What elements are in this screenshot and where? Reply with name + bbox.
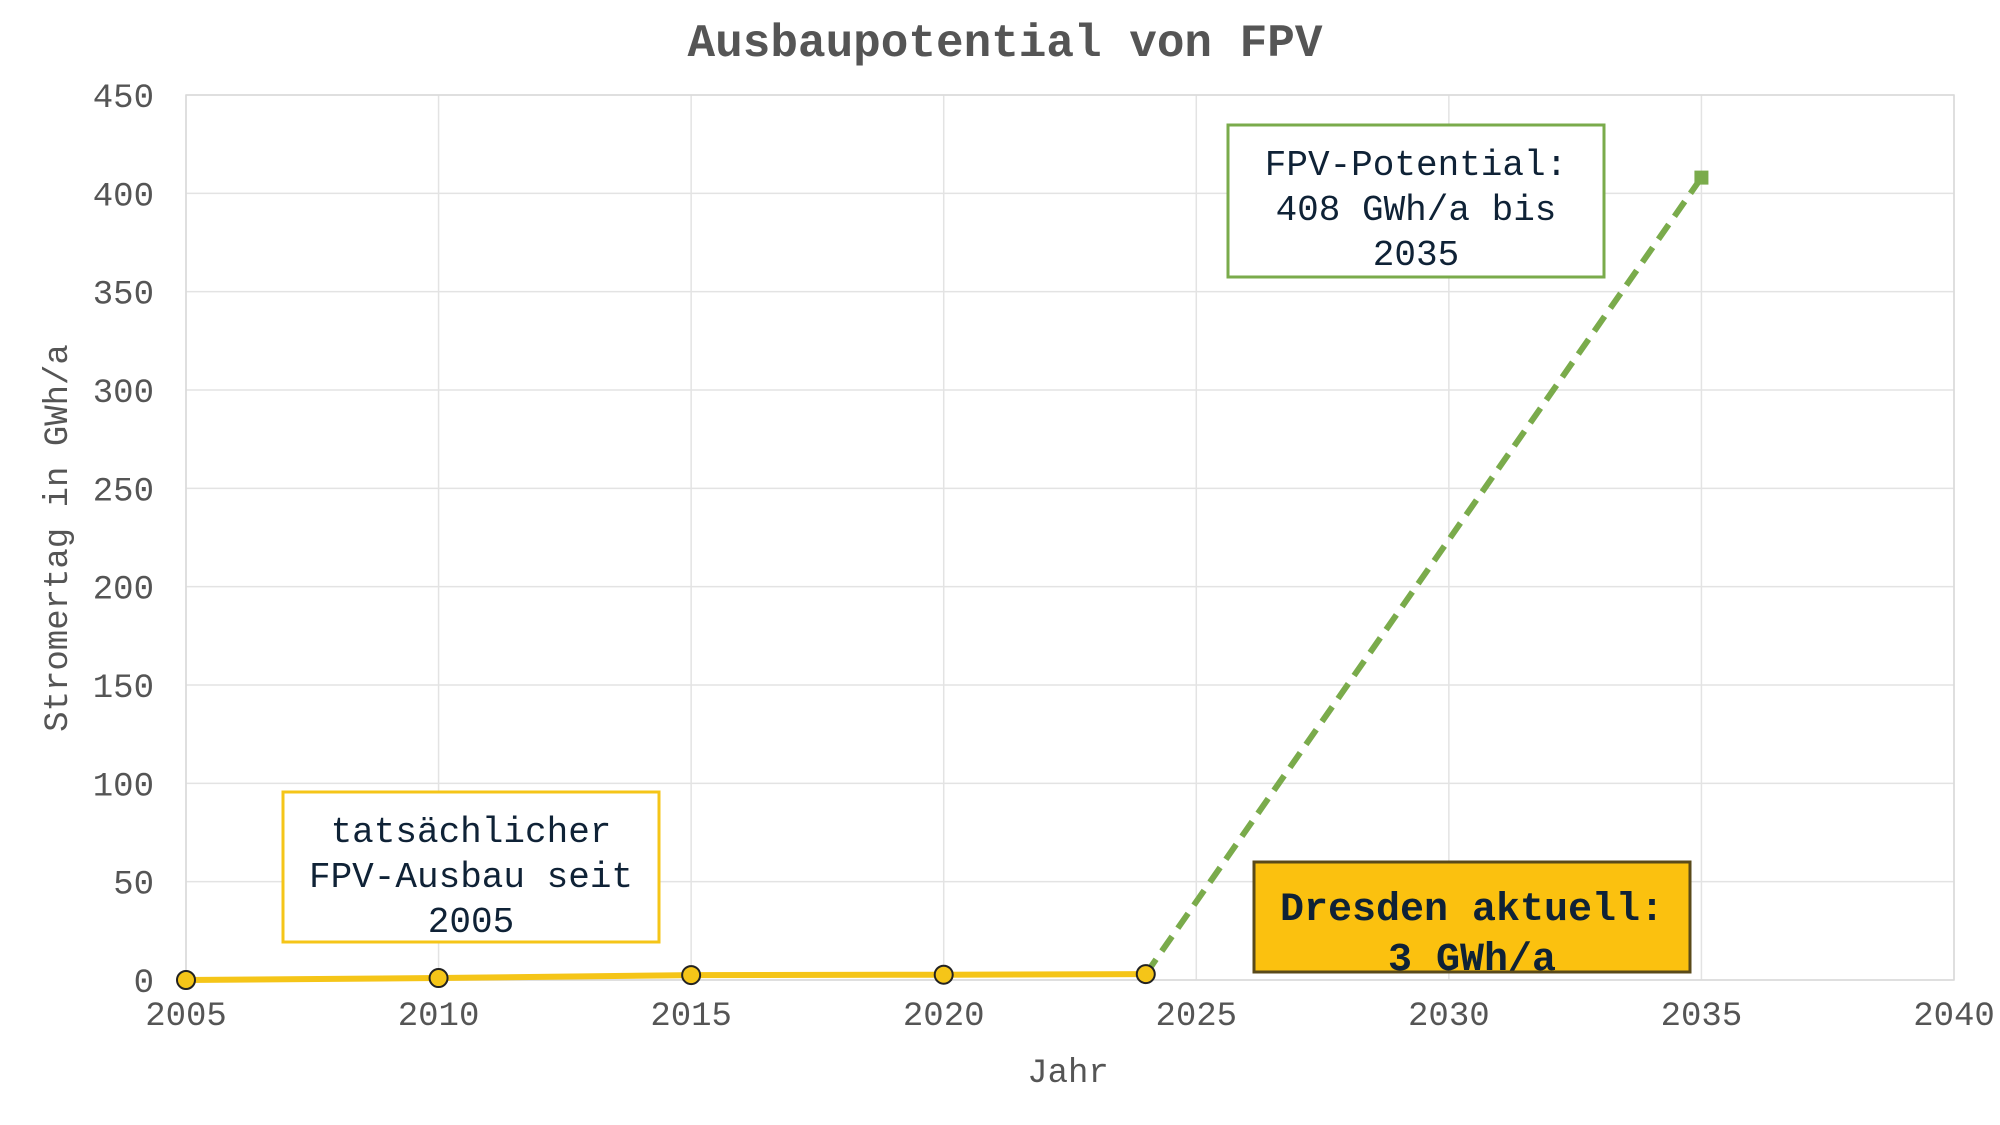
y-tick-label: 350 <box>93 277 154 315</box>
actual-data-point <box>1135 964 1156 985</box>
actual-data-point <box>428 968 449 989</box>
annotation-line: 3 GWh/a <box>1388 938 1556 983</box>
x-tick-label: 2005 <box>145 998 227 1036</box>
series-layer <box>176 170 1709 990</box>
y-tick-label: 100 <box>93 768 154 806</box>
y-tick-label: 200 <box>93 572 154 610</box>
x-tick-label: 2030 <box>1408 998 1490 1036</box>
y-tick-label: 300 <box>93 375 154 413</box>
y-tick-label: 50 <box>113 867 154 905</box>
x-tick-label: 2040 <box>1913 998 1995 1036</box>
annotation-line: 2005 <box>428 902 514 943</box>
x-tick-label: 2025 <box>1155 998 1237 1036</box>
potential-series-line <box>1143 175 1704 976</box>
actual-data-point <box>176 970 196 990</box>
tick-labels: 0 50 100 150 200 250 300 350 400 450 2005 2010 2015 2… <box>93 80 1995 1036</box>
y-axis-label: Stromertag in GWh/a <box>40 344 78 732</box>
annotation-line: tatsächlicher <box>331 812 612 853</box>
actual-series-line <box>185 971 1146 983</box>
x-tick-label: 2035 <box>1661 998 1743 1036</box>
x-tick-label: 2010 <box>398 998 480 1036</box>
x-axis-label: Jahr <box>1027 1055 1109 1093</box>
chart-title: Ausbaupotential von FPV <box>688 18 1323 70</box>
annotation-line: 2035 <box>1373 235 1459 276</box>
y-tick-label: 400 <box>93 178 154 216</box>
y-tick-label: 250 <box>93 473 154 511</box>
annotation-line: Dresden aktuell: <box>1280 888 1664 933</box>
potential-end-marker <box>1694 170 1709 185</box>
plot-area <box>185 94 1955 981</box>
annotation-line: 408 GWh/a bis <box>1276 190 1557 231</box>
annotation-box <box>1252 860 1692 974</box>
annotation-current: Dresden aktuell: 3 GWh/a <box>1252 860 1692 983</box>
actual-data-point <box>681 965 702 986</box>
y-tick-label: 0 <box>134 965 154 1003</box>
actual-data-point <box>933 964 954 985</box>
x-tick-label: 2020 <box>903 998 985 1036</box>
annotation-line: FPV-Potential: <box>1265 145 1567 186</box>
y-tick-label: 450 <box>93 80 154 118</box>
x-tick-label: 2015 <box>650 998 732 1036</box>
annotation-line: FPV-Ausbau seit <box>309 857 633 898</box>
y-tick-label: 150 <box>93 670 154 708</box>
annotation-box <box>281 790 661 944</box>
annotation-box <box>1226 123 1606 279</box>
